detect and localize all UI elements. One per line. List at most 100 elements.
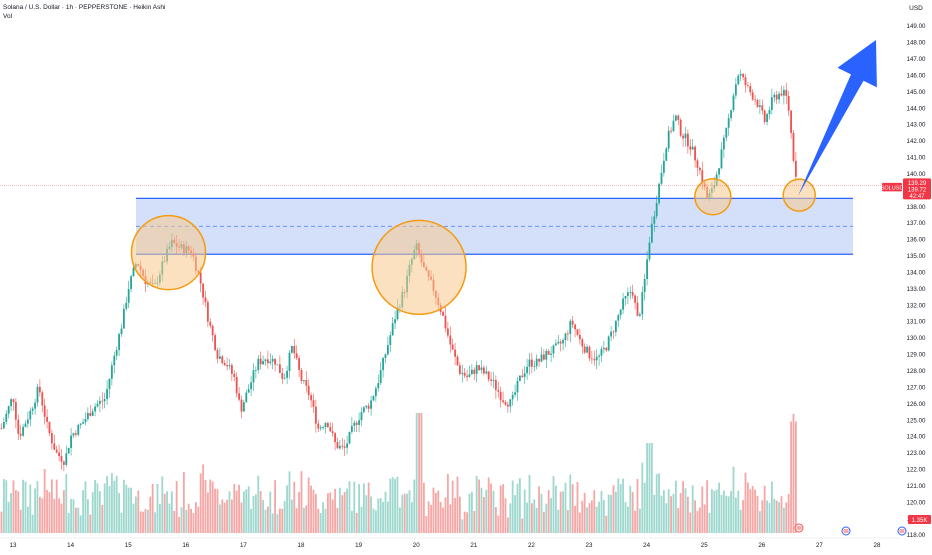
volume-bar — [420, 413, 423, 533]
price-tick: 148.00 — [907, 40, 926, 47]
volume-bar — [458, 496, 461, 533]
price-tick: 145.00 — [907, 89, 926, 96]
volume-bar — [139, 511, 142, 533]
candle-body — [230, 365, 233, 374]
volume-bar — [305, 505, 308, 533]
volume-bar — [542, 511, 545, 533]
candle-body — [365, 405, 368, 408]
candle-body — [48, 421, 51, 434]
candle-body — [506, 404, 509, 407]
candle-body — [552, 345, 555, 354]
candle-body — [569, 320, 572, 334]
candle-body — [96, 403, 99, 407]
candle-body — [576, 329, 579, 335]
volume-bar — [602, 499, 605, 533]
candle-body — [7, 406, 10, 414]
candle-body — [122, 308, 125, 329]
candle-body — [214, 335, 216, 351]
annotations[interactable] — [130, 40, 877, 316]
candle-body — [564, 333, 567, 340]
price-tick: 146.00 — [907, 72, 926, 79]
time-label: 18 — [298, 542, 305, 549]
volume-bar — [638, 508, 641, 533]
candle-body — [338, 445, 341, 449]
volume-bar — [689, 512, 692, 533]
volume-bar — [473, 511, 476, 533]
candle-body — [574, 324, 576, 330]
candle-body — [101, 400, 104, 402]
volume-bar — [298, 491, 300, 533]
candle-body — [22, 426, 24, 436]
volume-bar — [365, 495, 368, 533]
us-flag-icon-outline — [897, 526, 907, 536]
volume-bar — [262, 499, 264, 533]
volume-bar — [475, 476, 478, 533]
candle-body — [605, 347, 608, 351]
volume-bar — [588, 503, 591, 533]
candle-body — [518, 375, 521, 382]
candle-body — [449, 335, 452, 345]
candle-body — [240, 399, 243, 412]
candle-body — [324, 423, 327, 428]
volume-bar — [113, 480, 116, 533]
volume-bar — [144, 508, 147, 533]
volume-bar — [137, 490, 140, 533]
flag-icon[interactable] — [794, 523, 804, 533]
volume-bar — [350, 510, 353, 533]
candle-body — [677, 115, 680, 120]
candle-body — [394, 319, 396, 324]
candle-body — [643, 278, 646, 293]
us-flag-icon[interactable] — [897, 526, 907, 536]
time-label: 26 — [758, 542, 765, 549]
volume-bar — [53, 498, 56, 533]
volume-bar — [684, 488, 687, 533]
candle-body — [379, 370, 382, 384]
volume-bar — [679, 493, 682, 533]
volume-bar — [782, 507, 785, 533]
volume-bar — [646, 443, 648, 533]
candle-body — [46, 416, 48, 422]
candle-body — [686, 133, 689, 147]
volume-bar — [252, 496, 255, 533]
candle-body — [38, 386, 41, 393]
volume-bar — [62, 490, 65, 533]
candle-body — [127, 289, 130, 303]
candle-body — [50, 433, 53, 444]
last-price-text: 139.72 — [908, 188, 927, 194]
volume-bar — [607, 494, 610, 533]
candle-body — [79, 423, 82, 425]
price-tick: 135.00 — [907, 253, 926, 260]
volume-bar — [682, 481, 684, 533]
candle-body — [566, 333, 569, 335]
candle-body — [691, 146, 694, 150]
support-resistance-zone[interactable] — [136, 197, 853, 255]
volume-bar — [598, 501, 600, 533]
last-price-tag — [903, 178, 931, 200]
candle-body — [72, 433, 75, 436]
last-price-text: 42:47 — [909, 194, 925, 200]
us-flag-icon[interactable] — [841, 526, 851, 536]
candle-body — [746, 85, 749, 87]
volume-bar — [360, 506, 363, 533]
price-tick: 124.00 — [907, 434, 926, 441]
candle-body — [648, 242, 651, 260]
volume-bar — [307, 477, 310, 533]
volume-bar — [168, 503, 171, 533]
candle-body — [458, 365, 461, 374]
volume-bar — [228, 491, 231, 533]
volume-bar — [701, 486, 704, 533]
volume-bar — [504, 498, 507, 533]
time-label: 16 — [182, 542, 189, 549]
volume-bar — [569, 474, 572, 533]
candle-body — [290, 345, 293, 353]
candle-body — [523, 373, 526, 377]
volume-bar — [259, 491, 262, 533]
candle-body — [662, 160, 665, 173]
volume-bar — [238, 484, 240, 533]
volume-bar — [406, 493, 408, 533]
candle-body — [293, 345, 296, 354]
volume-bar — [31, 514, 34, 533]
volume-bar — [211, 481, 214, 533]
